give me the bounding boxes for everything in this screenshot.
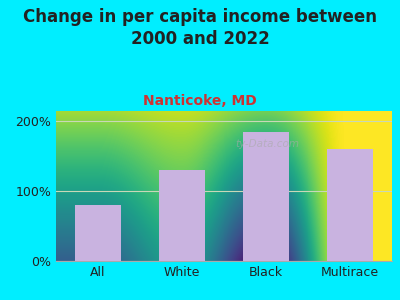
Text: Change in per capita income between
2000 and 2022: Change in per capita income between 2000… xyxy=(23,8,377,48)
Bar xyxy=(75,205,121,261)
Bar xyxy=(159,170,205,261)
Text: Nanticoke, MD: Nanticoke, MD xyxy=(143,94,257,109)
Bar xyxy=(327,149,373,261)
Text: ty-Data.com: ty-Data.com xyxy=(236,139,300,149)
Bar xyxy=(243,132,289,261)
